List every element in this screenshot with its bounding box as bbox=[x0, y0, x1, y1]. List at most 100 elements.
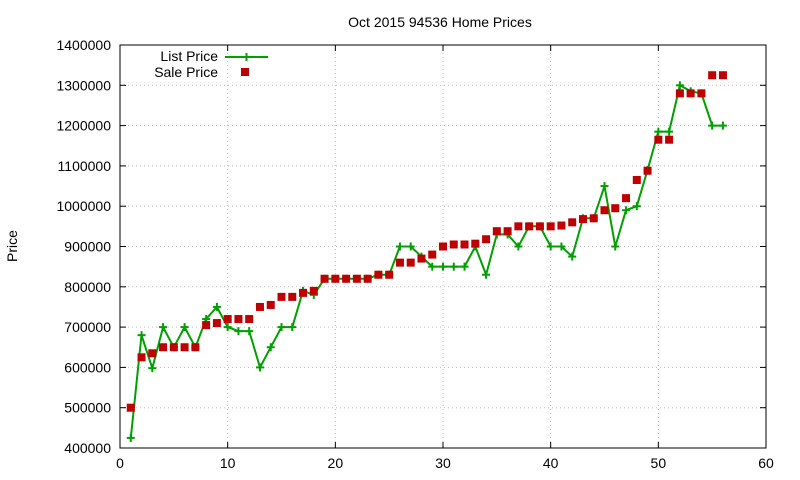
sale-price-point bbox=[202, 321, 211, 330]
list-price-point bbox=[514, 242, 523, 251]
list-price-point bbox=[212, 302, 221, 311]
sale-price-point bbox=[126, 403, 135, 412]
list-price-point bbox=[234, 327, 243, 336]
x-tick-label: 10 bbox=[220, 455, 236, 471]
y-tick-labels: 400000 500000 600000 700000 800000 900000 1000… bbox=[56, 37, 111, 456]
sale-price-point bbox=[482, 235, 491, 244]
sale-price-series bbox=[126, 71, 727, 412]
sale-price-point bbox=[223, 315, 232, 324]
list-price-point bbox=[148, 364, 157, 373]
sale-price-point bbox=[546, 222, 555, 231]
sale-price-point bbox=[449, 240, 458, 249]
chart-title: Oct 2015 94536 Home Prices bbox=[348, 14, 532, 30]
sale-price-point bbox=[471, 239, 480, 248]
sale-price-point bbox=[288, 292, 297, 301]
sale-price-point bbox=[503, 227, 512, 236]
sale-price-point bbox=[255, 302, 264, 311]
sale-price-point bbox=[148, 349, 157, 358]
legend-list-price-marker bbox=[242, 53, 251, 61]
sale-price-point bbox=[525, 222, 534, 231]
sale-price-point bbox=[277, 292, 286, 301]
list-price-point bbox=[557, 242, 566, 251]
y-tick-label: 1400000 bbox=[56, 37, 111, 53]
sale-price-point bbox=[514, 222, 523, 231]
x-tick-label: 30 bbox=[435, 455, 451, 471]
y-tick-label: 900000 bbox=[64, 239, 111, 255]
list-price-point bbox=[255, 363, 264, 372]
sale-price-point bbox=[363, 274, 372, 283]
list-price-point bbox=[449, 262, 458, 271]
sale-price-point bbox=[417, 254, 426, 263]
sale-price-point bbox=[352, 274, 361, 283]
sale-price-point bbox=[342, 274, 351, 283]
sale-price-point bbox=[568, 218, 577, 227]
list-price-point bbox=[126, 433, 135, 442]
sale-price-point bbox=[395, 258, 404, 267]
x-tick-labels: 0 10 20 30 40 50 60 bbox=[116, 455, 774, 471]
sale-price-point bbox=[180, 343, 189, 352]
sale-price-point bbox=[632, 176, 641, 185]
sale-price-point bbox=[535, 222, 544, 231]
list-price-point bbox=[288, 323, 297, 332]
sale-price-point bbox=[245, 315, 254, 324]
list-price-point bbox=[460, 262, 469, 271]
list-price-point bbox=[600, 182, 609, 191]
y-tick-label: 400000 bbox=[64, 440, 111, 456]
x-tick-label: 50 bbox=[651, 455, 667, 471]
list-price-point bbox=[654, 127, 663, 136]
y-tick-label: 500000 bbox=[64, 400, 111, 416]
sale-price-point bbox=[557, 221, 566, 230]
sale-price-point bbox=[654, 135, 663, 144]
sale-price-point bbox=[191, 343, 200, 352]
legend: List Price Sale Price bbox=[154, 48, 268, 80]
sale-price-point bbox=[439, 242, 447, 251]
sale-price-point bbox=[374, 270, 383, 279]
list-price-point bbox=[622, 206, 631, 215]
sale-price-point bbox=[266, 300, 275, 309]
x-tick-label: 0 bbox=[116, 455, 124, 471]
list-price-line bbox=[129, 83, 723, 439]
list-price-point bbox=[675, 81, 684, 90]
y-tick-label: 800000 bbox=[64, 279, 111, 295]
list-price-point bbox=[277, 323, 286, 332]
legend-sale-price-marker bbox=[241, 68, 249, 76]
y-tick-label: 1200000 bbox=[56, 118, 111, 134]
list-price-point bbox=[180, 323, 189, 332]
list-price-point bbox=[568, 252, 577, 261]
sale-price-point bbox=[169, 343, 178, 352]
sale-price-point bbox=[331, 274, 340, 283]
list-price-point bbox=[159, 323, 168, 332]
y-tick-label: 700000 bbox=[64, 319, 111, 335]
legend-sale-price-label: Sale Price bbox=[154, 64, 218, 80]
legend-list-price-label: List Price bbox=[160, 48, 218, 64]
list-price-point bbox=[223, 323, 232, 332]
list-price-point bbox=[395, 242, 404, 251]
list-price-point bbox=[439, 262, 447, 271]
sale-price-point bbox=[406, 258, 415, 267]
sale-price-point bbox=[665, 135, 674, 144]
sale-price-point bbox=[460, 240, 469, 249]
list-price-point bbox=[245, 327, 254, 336]
list-price-point bbox=[406, 242, 415, 251]
axis-ticks bbox=[119, 44, 767, 449]
y-axis-label: Price bbox=[4, 230, 20, 262]
sale-price-point bbox=[137, 353, 146, 362]
sale-price-point bbox=[492, 227, 501, 236]
list-price-series bbox=[126, 81, 727, 442]
sale-price-point bbox=[718, 71, 727, 80]
list-price-point bbox=[137, 331, 146, 340]
sale-price-point bbox=[611, 204, 620, 213]
x-tick-label: 20 bbox=[328, 455, 344, 471]
list-price-point bbox=[665, 127, 674, 136]
list-price-point bbox=[546, 242, 555, 251]
sale-price-point bbox=[234, 315, 243, 324]
y-tick-label: 600000 bbox=[64, 359, 111, 375]
list-price-point bbox=[632, 202, 641, 211]
sale-price-point bbox=[309, 286, 318, 295]
sale-price-point bbox=[578, 215, 587, 224]
sale-price-point bbox=[320, 274, 329, 283]
list-price-point bbox=[718, 121, 727, 130]
sale-price-point bbox=[708, 71, 717, 80]
sale-price-point bbox=[212, 319, 221, 328]
